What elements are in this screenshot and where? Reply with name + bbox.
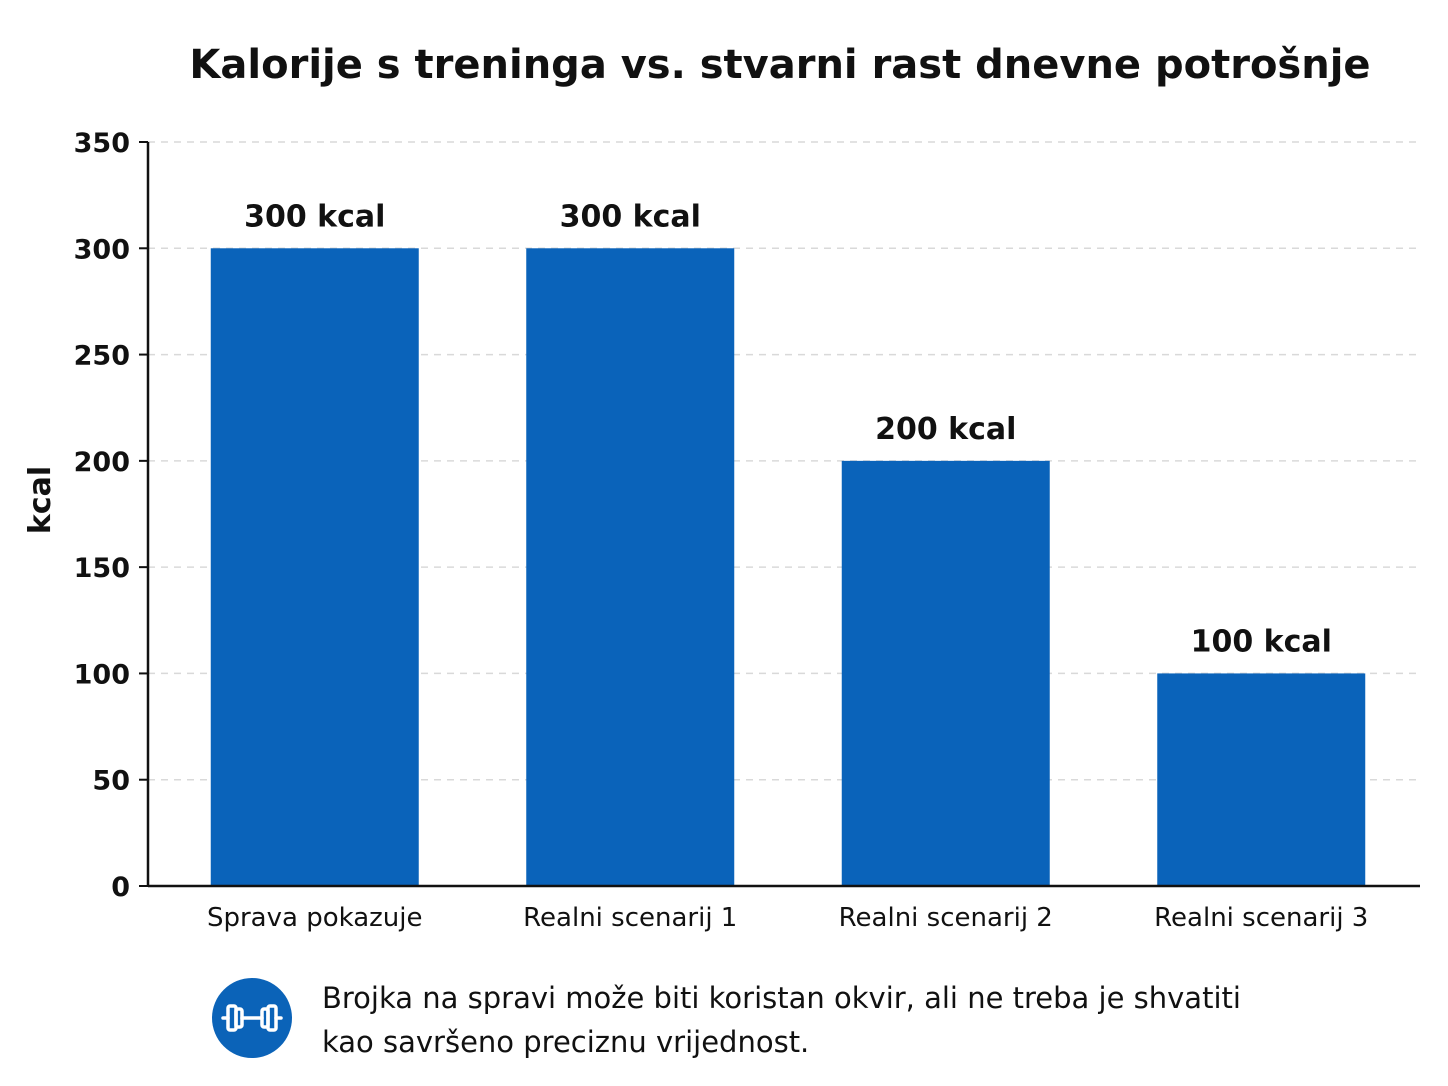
x-tick-label: Realni scenarij 3 — [1154, 903, 1368, 933]
footnote: Brojka na spravi može biti koristan okvi… — [212, 976, 1392, 1066]
bar — [841, 460, 1050, 886]
x-tick-label: Realni scenarij 1 — [523, 903, 737, 933]
axes — [139, 141, 1420, 888]
bar — [1157, 673, 1366, 886]
y-tick-labels: 0 50 100 150 200 250 300 350 — [74, 128, 130, 903]
y-tick-label: 300 — [74, 234, 130, 265]
footnote-text: Brojka na spravi može biti koristan okvi… — [322, 976, 1382, 1064]
y-tick-label: 0 — [111, 872, 130, 903]
bar — [526, 248, 735, 887]
y-tick-label: 350 — [74, 128, 130, 159]
y-tick-label: 50 — [92, 766, 130, 797]
bar-value-label: 200 kcal — [875, 412, 1016, 447]
x-tick-labels: Sprava pokazuje Realni scenarij 1 Realni s… — [207, 903, 1368, 933]
x-tick-label: Realni scenarij 2 — [839, 903, 1053, 933]
y-axis-label: kcal — [23, 466, 58, 534]
y-tick-label: 200 — [74, 447, 130, 478]
bar-value-label: 300 kcal — [560, 199, 701, 234]
dumbbell-icon — [212, 978, 292, 1058]
footnote-line-1: Brojka na spravi može biti koristan okvi… — [322, 981, 1241, 1015]
bar-value-label: 100 kcal — [1191, 624, 1332, 659]
bar-value-label: 300 kcal — [244, 199, 385, 234]
bar — [210, 248, 419, 887]
data-labels: 300 kcal 300 kcal 200 kcal 100 kcal — [244, 199, 1332, 659]
footnote-line-2: kao savršeno preciznu vrijednost. — [322, 1025, 810, 1059]
chart-title: Kalorije s treninga vs. stvarni rast dne… — [189, 42, 1370, 88]
y-tick-label: 150 — [74, 553, 130, 584]
bar-chart: Kalorije s treninga vs. stvarni rast dne… — [23, 42, 1420, 933]
y-tick-label: 100 — [74, 659, 130, 690]
y-tick-label: 250 — [74, 341, 130, 372]
bars — [210, 248, 1366, 887]
x-tick-label: Sprava pokazuje — [207, 903, 423, 933]
